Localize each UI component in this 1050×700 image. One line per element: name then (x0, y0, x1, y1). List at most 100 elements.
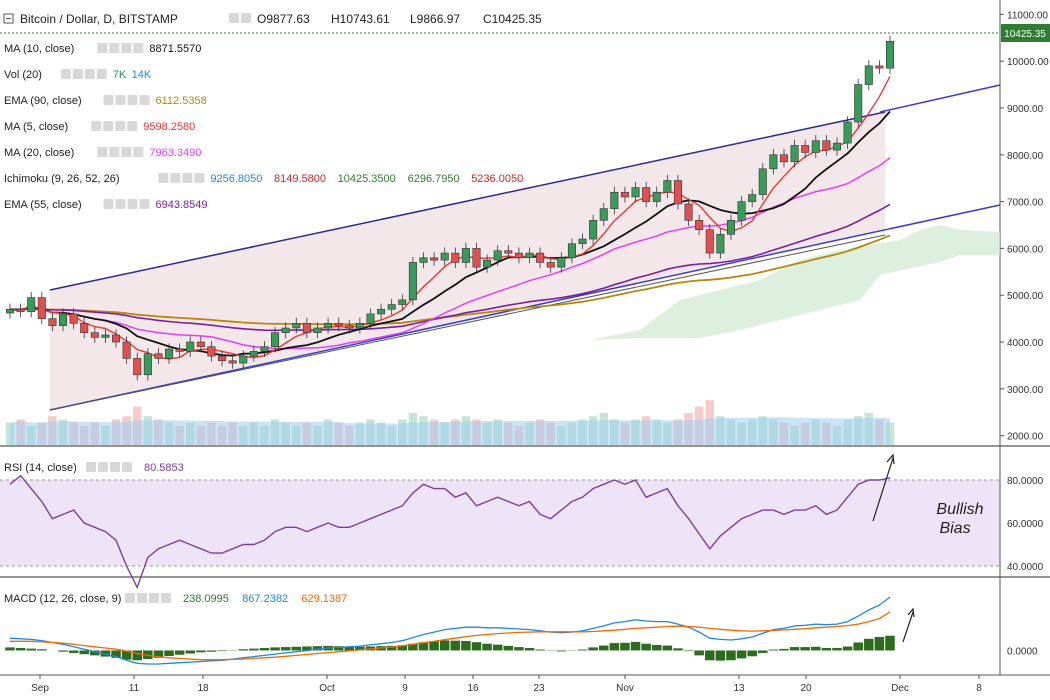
candle-body[interactable] (822, 140, 831, 151)
candle-body[interactable] (642, 187, 651, 202)
candle-body[interactable] (408, 262, 417, 301)
candle-body[interactable] (218, 355, 227, 362)
candle-body[interactable] (419, 257, 428, 263)
candle-body[interactable] (737, 201, 746, 221)
candle-body[interactable] (239, 355, 248, 364)
candle-body[interactable] (271, 332, 280, 348)
indicator-control-2-icon[interactable] (127, 199, 138, 209)
indicator-control-0-icon[interactable] (60, 69, 71, 79)
indicator-control-0-icon[interactable] (91, 121, 102, 131)
candle-body[interactable] (525, 252, 534, 259)
candle-body[interactable] (101, 334, 110, 338)
rsi-control-2-icon[interactable] (110, 462, 120, 472)
indicator-control-0-icon[interactable] (97, 43, 108, 53)
collapse-icon[interactable] (3, 13, 14, 24)
candle-body[interactable] (461, 248, 470, 263)
candle-body[interactable] (377, 308, 386, 315)
candle-body[interactable] (599, 208, 608, 221)
indicator-control-2-icon[interactable] (182, 173, 193, 183)
candle-body[interactable] (387, 304, 396, 310)
indicator-control-2-icon[interactable] (121, 43, 132, 53)
candle-body[interactable] (90, 332, 99, 338)
indicator-control-0-icon[interactable] (158, 173, 169, 183)
rsi-control-3-icon[interactable] (122, 462, 132, 472)
indicator-control-2-icon[interactable] (127, 95, 138, 105)
header-controls[interactable] (229, 13, 251, 23)
candle-body[interactable] (451, 252, 460, 263)
macd-control-0-icon[interactable] (125, 593, 135, 603)
candle-body[interactable] (567, 243, 576, 259)
indicator-control-2-icon[interactable] (115, 121, 126, 131)
candle-body[interactable] (578, 238, 587, 245)
indicator-control-3-icon[interactable] (194, 173, 205, 183)
candle-body[interactable] (37, 297, 46, 319)
candle-body[interactable] (281, 327, 290, 333)
date-axis[interactable]: Sep 11 18 Oct 9 16 23 Nov 13 20 Dec 8 (31, 675, 982, 694)
indicator-control-1-icon[interactable] (170, 173, 181, 183)
candle-body[interactable] (48, 318, 57, 326)
candle-body[interactable] (483, 259, 492, 268)
candle-body[interactable] (27, 297, 36, 312)
indicator-control-1-icon[interactable] (103, 121, 114, 131)
indicator-control-2-icon[interactable] (84, 69, 95, 79)
candle-body[interactable] (440, 252, 449, 261)
candle-body[interactable] (504, 250, 513, 254)
indicator-control-3-icon[interactable] (133, 147, 144, 157)
candle-body[interactable] (854, 84, 863, 123)
indicator-control-0-icon[interactable] (103, 95, 114, 105)
candle-body[interactable] (684, 203, 693, 221)
price-axis[interactable]: 11000.00 10000.00 9000.00 8000.00 7000.00 600… (1000, 10, 1049, 443)
candle-body[interactable] (620, 191, 629, 198)
rsi-control-0-icon[interactable] (86, 462, 96, 472)
candle-body[interactable] (769, 154, 778, 170)
indicator-control-3-icon[interactable] (133, 43, 144, 53)
candle-body[interactable] (726, 220, 735, 235)
candle-body[interactable] (133, 358, 142, 376)
candle-body[interactable] (249, 351, 258, 357)
candle-body[interactable] (207, 346, 216, 357)
candle-body[interactable] (779, 154, 788, 163)
candle-body[interactable] (705, 229, 714, 254)
candle-body[interactable] (16, 308, 25, 312)
indicator-control-1-icon[interactable] (115, 199, 126, 209)
candle-body[interactable] (398, 299, 407, 305)
candle-body[interactable] (154, 353, 163, 359)
candle-body[interactable] (695, 220, 704, 230)
rsi-axis[interactable]: 80.0000 60.0000 40.0000 (1007, 476, 1044, 573)
indicator-control-2-icon[interactable] (121, 147, 132, 157)
candle-body[interactable] (557, 257, 566, 268)
indicator-control-1-icon[interactable] (109, 147, 120, 157)
candle-body[interactable] (885, 40, 895, 69)
indicator-control-3-icon[interactable] (96, 69, 107, 79)
macd-control-1-icon[interactable] (137, 593, 147, 603)
candle-body[interactable] (355, 322, 364, 329)
candle-body[interactable] (302, 322, 311, 333)
candle-body[interactable] (175, 348, 184, 352)
candle-body[interactable] (334, 322, 343, 326)
candle-body[interactable] (143, 353, 152, 376)
candle-body[interactable] (652, 191, 661, 202)
candle-body[interactable] (472, 248, 481, 268)
candle-body[interactable] (366, 313, 375, 324)
candle-body[interactable] (292, 322, 301, 329)
candlesticks[interactable] (5, 35, 895, 381)
header-control-1-icon[interactable] (241, 13, 251, 23)
candle-body[interactable] (165, 348, 174, 359)
channel-mid-line[interactable] (49, 234, 886, 411)
candle-body[interactable] (260, 346, 269, 352)
macd-control-2-icon[interactable] (149, 593, 159, 603)
candle-body[interactable] (122, 341, 131, 359)
candle-body[interactable] (536, 252, 545, 263)
indicator-control-1-icon[interactable] (115, 95, 126, 105)
candle-body[interactable] (5, 308, 15, 314)
candle-body[interactable] (875, 65, 884, 69)
candle-body[interactable] (631, 187, 640, 198)
candle-body[interactable] (228, 360, 237, 364)
candle-body[interactable] (313, 327, 322, 333)
candle-body[interactable] (324, 322, 333, 329)
candle-body[interactable] (716, 234, 725, 254)
candle-body[interactable] (663, 180, 672, 193)
candle-body[interactable] (758, 168, 767, 195)
candle-body[interactable] (345, 325, 354, 329)
indicator-control-3-icon[interactable] (127, 121, 138, 131)
